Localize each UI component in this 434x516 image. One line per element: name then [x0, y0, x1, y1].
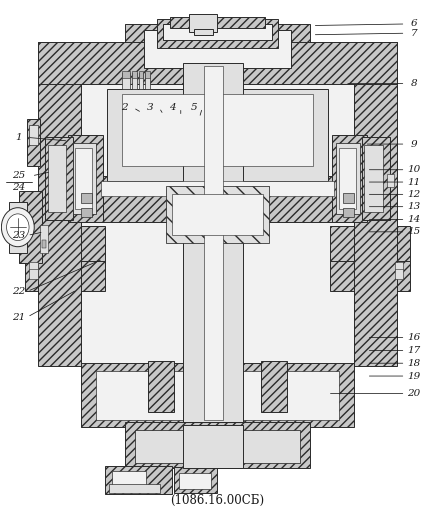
Bar — [29, 124, 38, 145]
Bar — [135, 430, 299, 463]
Text: 17: 17 — [407, 346, 420, 355]
Bar — [124, 24, 310, 73]
Text: 11: 11 — [407, 178, 420, 187]
Bar — [394, 269, 402, 279]
Bar — [364, 145, 382, 212]
Bar — [170, 17, 264, 28]
Text: 14: 14 — [407, 215, 420, 224]
Bar — [329, 226, 409, 263]
Bar — [260, 361, 286, 412]
Circle shape — [1, 208, 34, 247]
Circle shape — [7, 214, 29, 240]
Text: 1: 1 — [15, 133, 22, 142]
Bar — [108, 484, 160, 493]
Bar — [124, 422, 310, 469]
Bar — [189, 14, 217, 32]
Bar — [163, 24, 271, 40]
Bar — [183, 63, 243, 422]
Text: 7: 7 — [410, 29, 417, 38]
Bar — [353, 42, 396, 366]
Bar — [338, 148, 355, 209]
Bar — [107, 89, 327, 181]
Bar — [342, 208, 353, 217]
Bar — [75, 148, 92, 209]
Bar — [45, 137, 72, 219]
Text: 19: 19 — [407, 372, 420, 380]
Bar — [183, 425, 243, 469]
Text: 10: 10 — [407, 165, 420, 174]
Text: 20: 20 — [407, 389, 420, 398]
Bar — [193, 28, 213, 35]
Text: 25: 25 — [12, 171, 25, 181]
Bar — [132, 73, 137, 89]
Text: 21: 21 — [12, 313, 25, 321]
Bar — [27, 119, 40, 166]
Bar — [25, 261, 105, 291]
Text: 3: 3 — [147, 103, 154, 112]
Bar — [101, 176, 333, 222]
Bar — [203, 66, 222, 420]
Bar — [25, 226, 105, 263]
Text: 15: 15 — [407, 228, 420, 236]
Text: 8: 8 — [410, 79, 417, 88]
Bar — [122, 71, 130, 78]
Bar — [30, 269, 38, 279]
Bar — [157, 20, 277, 47]
Bar — [68, 135, 103, 222]
Text: 2: 2 — [121, 103, 128, 112]
Text: 6: 6 — [410, 20, 417, 28]
Bar — [165, 186, 269, 243]
Bar — [329, 261, 409, 291]
Bar — [105, 466, 172, 494]
Bar — [172, 194, 262, 235]
Bar — [9, 202, 27, 253]
Bar — [38, 42, 396, 84]
Text: (1086.16.00СБ): (1086.16.00СБ) — [170, 494, 264, 507]
Text: 9: 9 — [410, 139, 417, 149]
Bar — [38, 42, 81, 366]
Bar — [40, 224, 48, 253]
Bar — [48, 145, 66, 212]
Bar — [174, 467, 217, 493]
Bar — [122, 94, 312, 166]
Bar — [386, 174, 393, 187]
Bar — [331, 135, 366, 222]
Bar — [81, 363, 353, 427]
Bar — [19, 191, 43, 263]
Bar — [394, 262, 402, 271]
Text: 24: 24 — [12, 183, 25, 191]
Bar — [81, 78, 353, 366]
Bar — [138, 71, 143, 78]
Bar — [335, 142, 359, 214]
Bar — [30, 262, 38, 271]
Bar — [72, 142, 96, 214]
Bar — [81, 208, 92, 217]
Bar — [132, 71, 137, 78]
Bar — [362, 137, 389, 219]
Bar — [342, 194, 353, 203]
Bar — [101, 181, 333, 197]
Bar — [96, 371, 338, 420]
Text: 5: 5 — [190, 103, 197, 112]
Bar — [122, 73, 130, 89]
Text: 18: 18 — [407, 359, 420, 368]
Text: 13: 13 — [407, 202, 420, 211]
Bar — [81, 194, 92, 203]
Bar — [112, 471, 146, 489]
Bar — [42, 240, 46, 248]
Bar — [145, 71, 150, 78]
Bar — [148, 361, 174, 412]
Text: 22: 22 — [12, 287, 25, 296]
Bar — [178, 473, 210, 489]
Bar — [138, 73, 143, 89]
Bar — [144, 29, 290, 68]
Text: 23: 23 — [12, 231, 25, 240]
Text: 4: 4 — [168, 103, 175, 112]
Bar — [145, 73, 150, 89]
Text: 16: 16 — [407, 333, 420, 342]
Text: 12: 12 — [407, 190, 420, 199]
